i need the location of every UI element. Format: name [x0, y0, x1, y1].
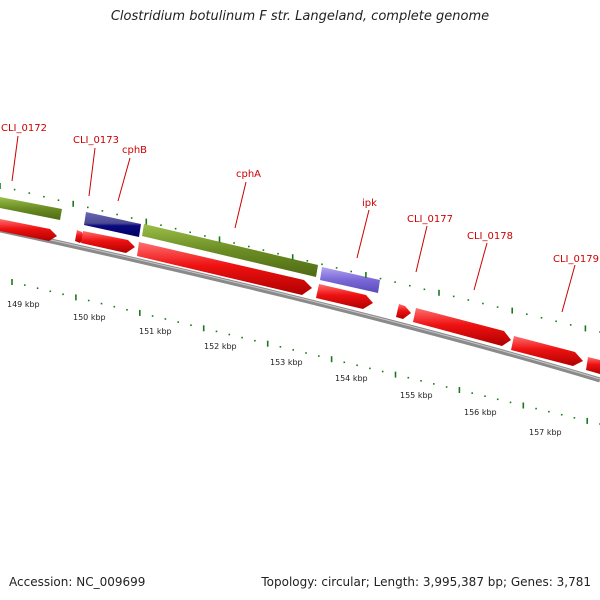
cds-arrow-CLI_0173[interactable]: [81, 231, 135, 253]
gene-label[interactable]: ipk: [362, 198, 377, 209]
topology-text: Topology: circular; Length: 3,995,387 bp…: [261, 575, 591, 589]
scale-ticks: [0, 183, 600, 425]
scale-label: 155 kbp: [400, 391, 433, 400]
feature-bar-cphB-light[interactable]: [84, 212, 141, 237]
scale-label: 153 kbp: [270, 358, 303, 367]
gene-label[interactable]: CLI_0177: [407, 214, 453, 225]
gene-label[interactable]: CLI_0178: [467, 231, 513, 242]
scale-label: 150 kbp: [73, 313, 106, 322]
accession-text: Accession: NC_009699: [9, 575, 146, 589]
gene-label[interactable]: CLI_0179: [553, 254, 599, 265]
gene-label[interactable]: CLI_0172: [1, 123, 47, 134]
cds-arrow-CLI_0178[interactable]: [511, 336, 583, 366]
feature-bar-ipk[interactable]: [320, 267, 380, 293]
gene-label[interactable]: CLI_0173: [73, 135, 119, 146]
scale-label: 152 kbp: [204, 342, 237, 351]
gene-label[interactable]: cphB: [122, 145, 147, 156]
cds-arrow[interactable]: [396, 304, 411, 319]
cds-arrow[interactable]: [0, 219, 57, 241]
genome-backbone-highlight: [0, 228, 600, 380]
genome-backbone: [0, 227, 600, 383]
scale-label: 154 kbp: [335, 374, 368, 383]
scale-label: 151 kbp: [139, 327, 172, 336]
scale-label: 149 kbp: [7, 300, 40, 309]
scale-label: 156 kbp: [464, 408, 497, 417]
cds-arrow-ipk[interactable]: [316, 284, 373, 309]
gene-leader-lines: [11, 135, 576, 313]
genome-title: Clostridium botulinum F str. Langeland, …: [110, 9, 490, 24]
cds-arrow-CLI_0177[interactable]: [413, 308, 511, 346]
feature-bar-cphA[interactable]: [142, 224, 318, 277]
cds-arrow-CLI_0179[interactable]: [586, 357, 600, 374]
gene-label[interactable]: cphA: [236, 169, 261, 180]
scale-label: 157 kbp: [529, 428, 562, 437]
feature-bar[interactable]: [0, 197, 62, 220]
cds-arrow-cphA[interactable]: [137, 242, 312, 295]
